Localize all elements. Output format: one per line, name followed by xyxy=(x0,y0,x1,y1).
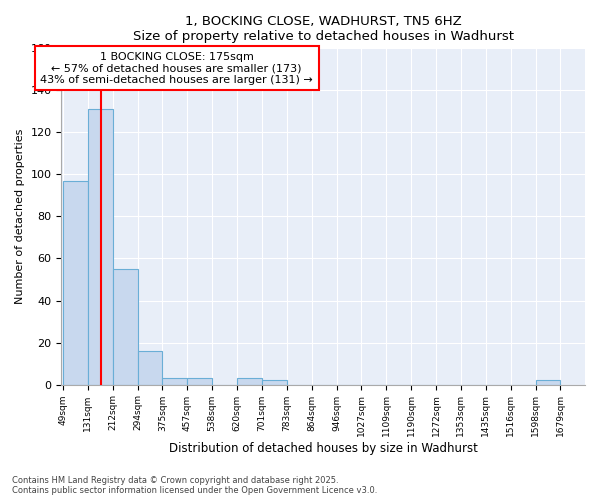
Bar xyxy=(63,180,88,384)
Bar xyxy=(113,269,137,384)
Bar xyxy=(536,380,560,384)
Text: 1 BOCKING CLOSE: 175sqm
← 57% of detached houses are smaller (173)
43% of semi-d: 1 BOCKING CLOSE: 175sqm ← 57% of detache… xyxy=(40,52,313,85)
Bar xyxy=(88,110,113,384)
Y-axis label: Number of detached properties: Number of detached properties xyxy=(15,129,25,304)
Bar xyxy=(187,378,212,384)
Text: Contains HM Land Registry data © Crown copyright and database right 2025.
Contai: Contains HM Land Registry data © Crown c… xyxy=(12,476,377,495)
Bar xyxy=(262,380,287,384)
Bar xyxy=(137,351,163,384)
Bar xyxy=(237,378,262,384)
Bar xyxy=(163,378,187,384)
Title: 1, BOCKING CLOSE, WADHURST, TN5 6HZ
Size of property relative to detached houses: 1, BOCKING CLOSE, WADHURST, TN5 6HZ Size… xyxy=(133,15,514,43)
X-axis label: Distribution of detached houses by size in Wadhurst: Distribution of detached houses by size … xyxy=(169,442,478,455)
